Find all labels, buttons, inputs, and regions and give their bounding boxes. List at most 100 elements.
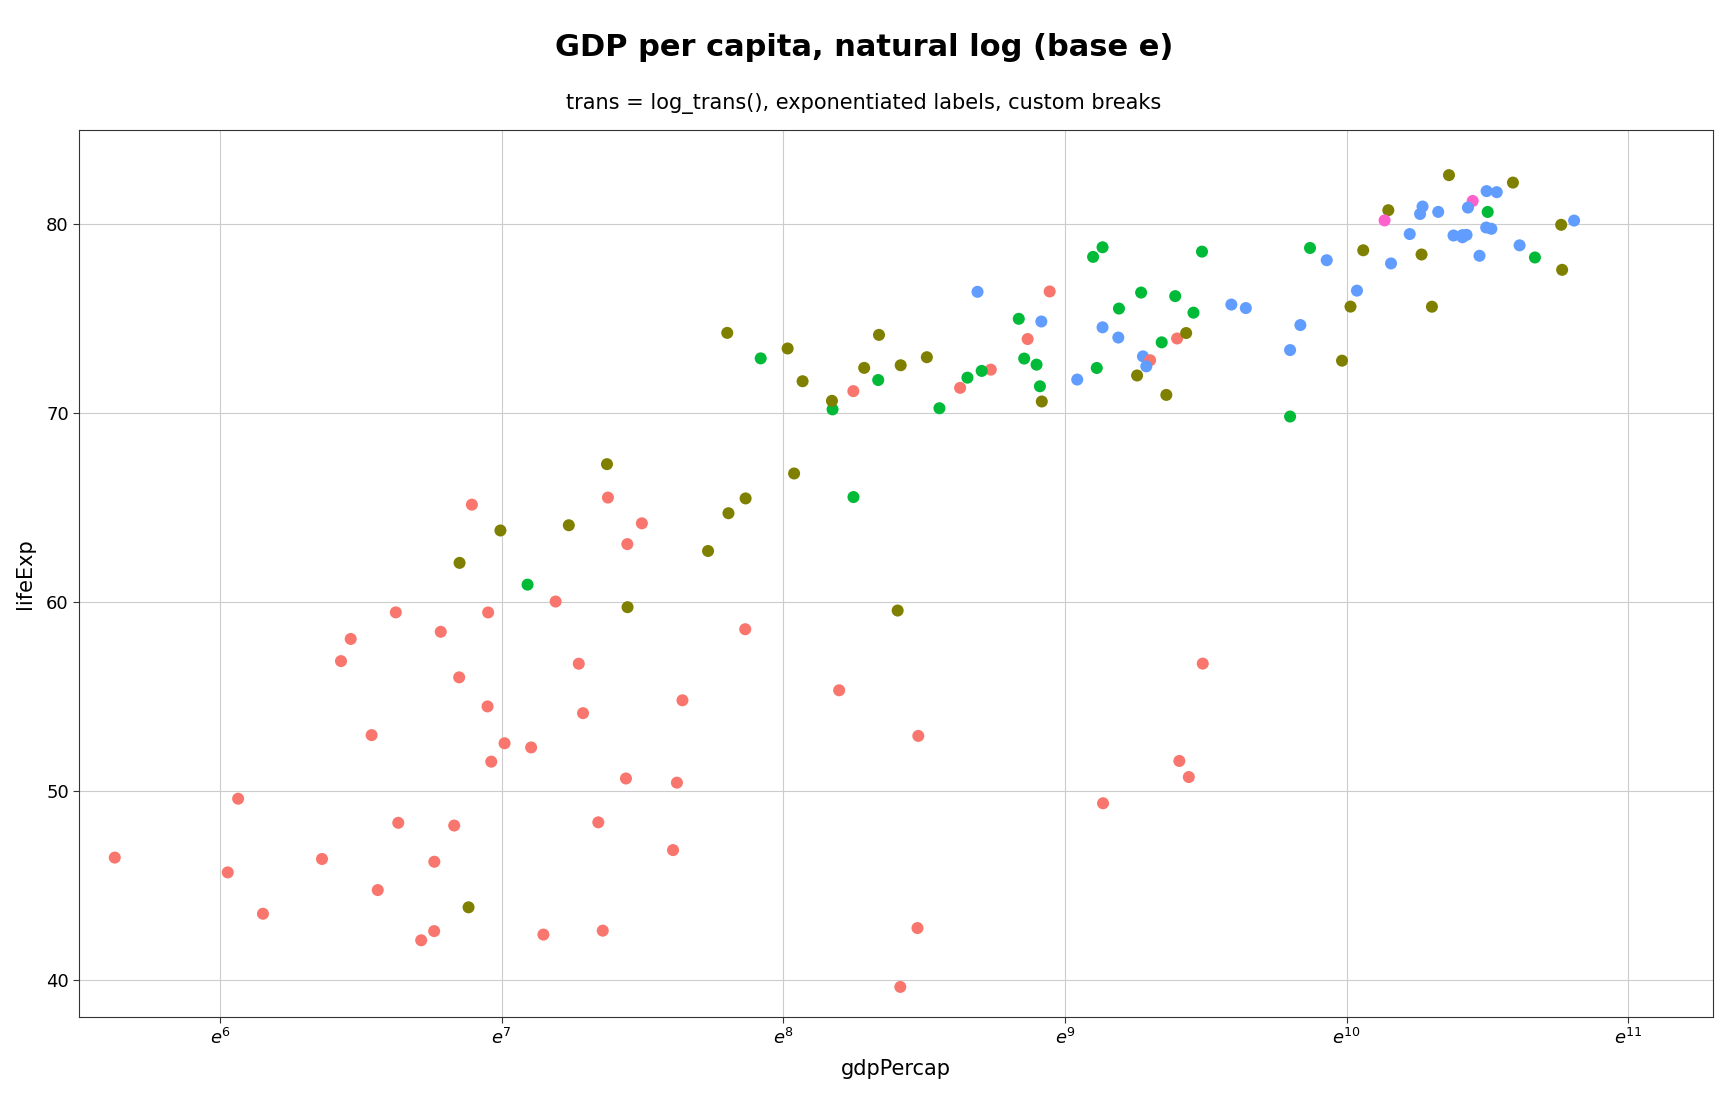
Point — [1474, 203, 1502, 221]
Point — [458, 496, 486, 513]
Point — [731, 490, 759, 508]
Point — [1377, 255, 1405, 272]
Point — [337, 630, 365, 648]
Point — [731, 620, 759, 638]
Point — [487, 522, 515, 539]
Point — [1083, 359, 1111, 376]
Point — [1436, 166, 1464, 184]
Point — [1424, 203, 1452, 221]
Point — [883, 602, 911, 619]
Point — [1180, 304, 1208, 322]
Point — [589, 922, 617, 940]
Point — [826, 682, 854, 699]
Point — [327, 652, 354, 670]
Point — [1560, 212, 1588, 230]
Point — [1439, 226, 1467, 244]
Point — [365, 882, 392, 899]
Point — [408, 931, 435, 948]
Point — [864, 371, 892, 388]
Point — [1153, 386, 1180, 404]
Point — [1089, 794, 1116, 812]
Point — [1472, 183, 1500, 200]
X-axis label: gdpPercap: gdpPercap — [842, 1059, 950, 1079]
Point — [658, 841, 686, 859]
Point — [976, 361, 1004, 379]
Point — [1161, 288, 1189, 305]
Point — [1313, 252, 1341, 269]
Point — [584, 814, 612, 831]
Point — [427, 622, 454, 640]
Point — [1448, 226, 1476, 244]
Point — [491, 734, 518, 752]
Point — [715, 504, 743, 522]
Point — [819, 400, 847, 418]
Point — [513, 575, 541, 593]
Point — [569, 705, 596, 722]
Point — [1063, 371, 1090, 388]
Point — [1014, 330, 1042, 348]
Point — [1287, 316, 1315, 334]
Point — [840, 383, 867, 400]
Point — [529, 926, 556, 943]
Point — [964, 283, 992, 301]
Point — [1175, 768, 1203, 785]
Point — [1104, 329, 1132, 347]
Point — [817, 392, 845, 409]
Point — [1147, 334, 1175, 351]
Point — [947, 380, 975, 397]
Point — [627, 514, 655, 532]
Point — [382, 604, 410, 621]
Point — [774, 340, 802, 358]
Point — [214, 863, 242, 881]
Point — [1089, 318, 1116, 336]
Point — [1035, 282, 1063, 300]
Point — [664, 773, 691, 791]
Point — [565, 655, 593, 673]
Point — [1350, 242, 1377, 259]
Point — [420, 922, 448, 940]
Point — [886, 978, 914, 996]
Point — [1127, 283, 1154, 301]
Text: trans = log_trans(), exponentiated labels, custom breaks: trans = log_trans(), exponentiated label… — [567, 93, 1161, 114]
Point — [1337, 298, 1365, 315]
Point — [926, 399, 954, 417]
Point — [454, 898, 482, 916]
Point — [1106, 300, 1134, 317]
Point — [420, 853, 448, 871]
Point — [1028, 393, 1056, 410]
Point — [1548, 261, 1576, 279]
Point — [1465, 247, 1493, 265]
Point — [249, 905, 276, 922]
Point — [543, 593, 570, 610]
Point — [1505, 236, 1533, 254]
Point — [1448, 229, 1476, 246]
Point — [866, 326, 893, 344]
Point — [1329, 352, 1356, 370]
Point — [1374, 201, 1401, 219]
Point — [1472, 219, 1500, 236]
Point — [613, 598, 641, 616]
Point — [1023, 356, 1051, 373]
Point — [1165, 753, 1192, 770]
Point — [1521, 248, 1548, 266]
Point — [669, 691, 696, 709]
Point — [1408, 198, 1436, 216]
Point — [384, 814, 411, 831]
Point — [517, 738, 544, 756]
Point — [358, 726, 385, 744]
Point — [1296, 240, 1324, 257]
Point — [1500, 174, 1528, 191]
Point — [594, 489, 622, 507]
Point — [695, 543, 722, 560]
Point — [1163, 329, 1191, 347]
Point — [1396, 225, 1424, 243]
Point — [1006, 310, 1033, 327]
Point — [840, 488, 867, 505]
Point — [968, 362, 995, 380]
Point — [1189, 655, 1217, 673]
Point — [1080, 248, 1108, 266]
Point — [1408, 246, 1436, 264]
Point — [886, 357, 914, 374]
Point — [1477, 220, 1505, 237]
Point — [1132, 358, 1159, 375]
